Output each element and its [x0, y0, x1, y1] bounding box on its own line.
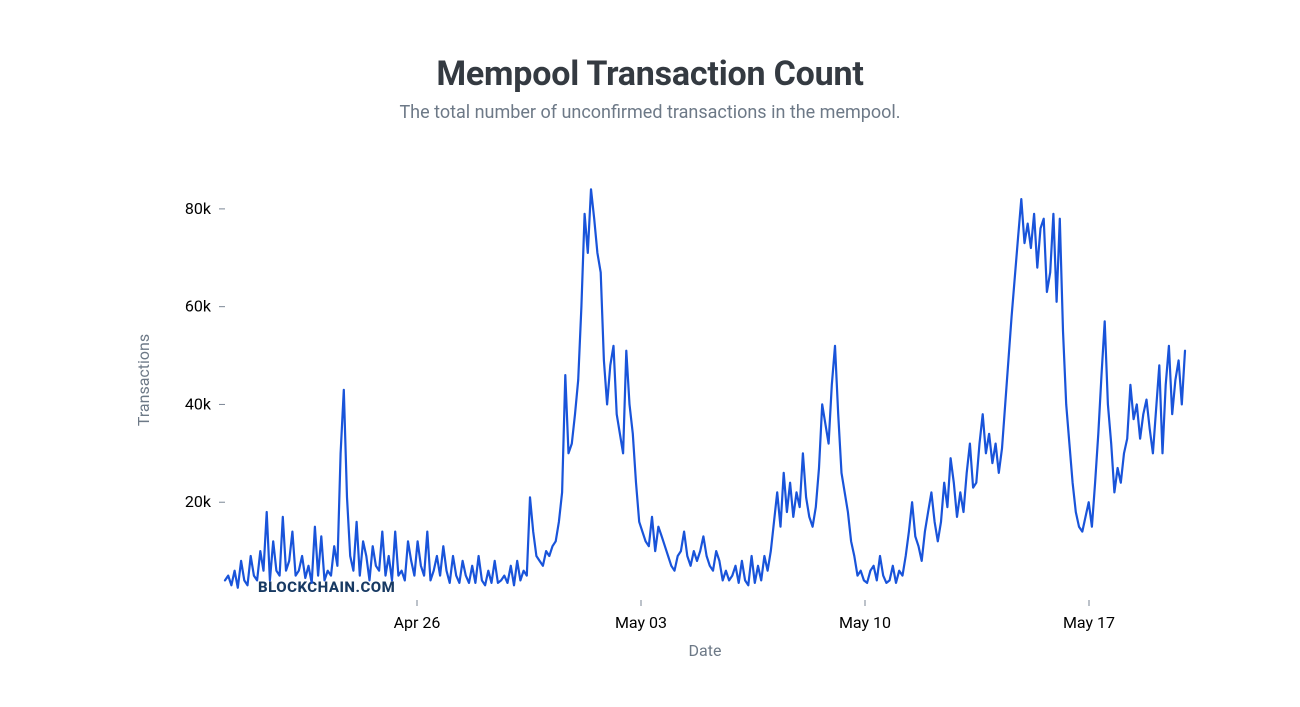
plot-area: 20k 40k 60k 80k Apr 26 May 03 May 10 May 17 Tran…	[0, 0, 1300, 707]
x-tick-label: May 03	[615, 613, 667, 632]
y-tick-label: 80k	[185, 199, 212, 218]
y-axis-label: Transactions	[134, 334, 153, 426]
x-axis-label: Date	[689, 641, 722, 660]
y-tick-label: 60k	[185, 297, 212, 316]
watermark-text: BLOCKCHAIN.COM	[258, 578, 395, 596]
y-tick-label: 20k	[185, 492, 212, 511]
x-tick-label: Apr 26	[394, 613, 441, 632]
y-tick-label: 40k	[185, 394, 212, 413]
chart-container: Mempool Transaction Count The total numb…	[0, 0, 1300, 707]
x-tick-label: May 17	[1063, 613, 1115, 632]
chart-svg: 20k 40k 60k 80k Apr 26 May 03 May 10 May 17 Tran…	[0, 0, 1300, 707]
x-tick-label: May 10	[839, 613, 891, 632]
series-line	[225, 189, 1185, 588]
